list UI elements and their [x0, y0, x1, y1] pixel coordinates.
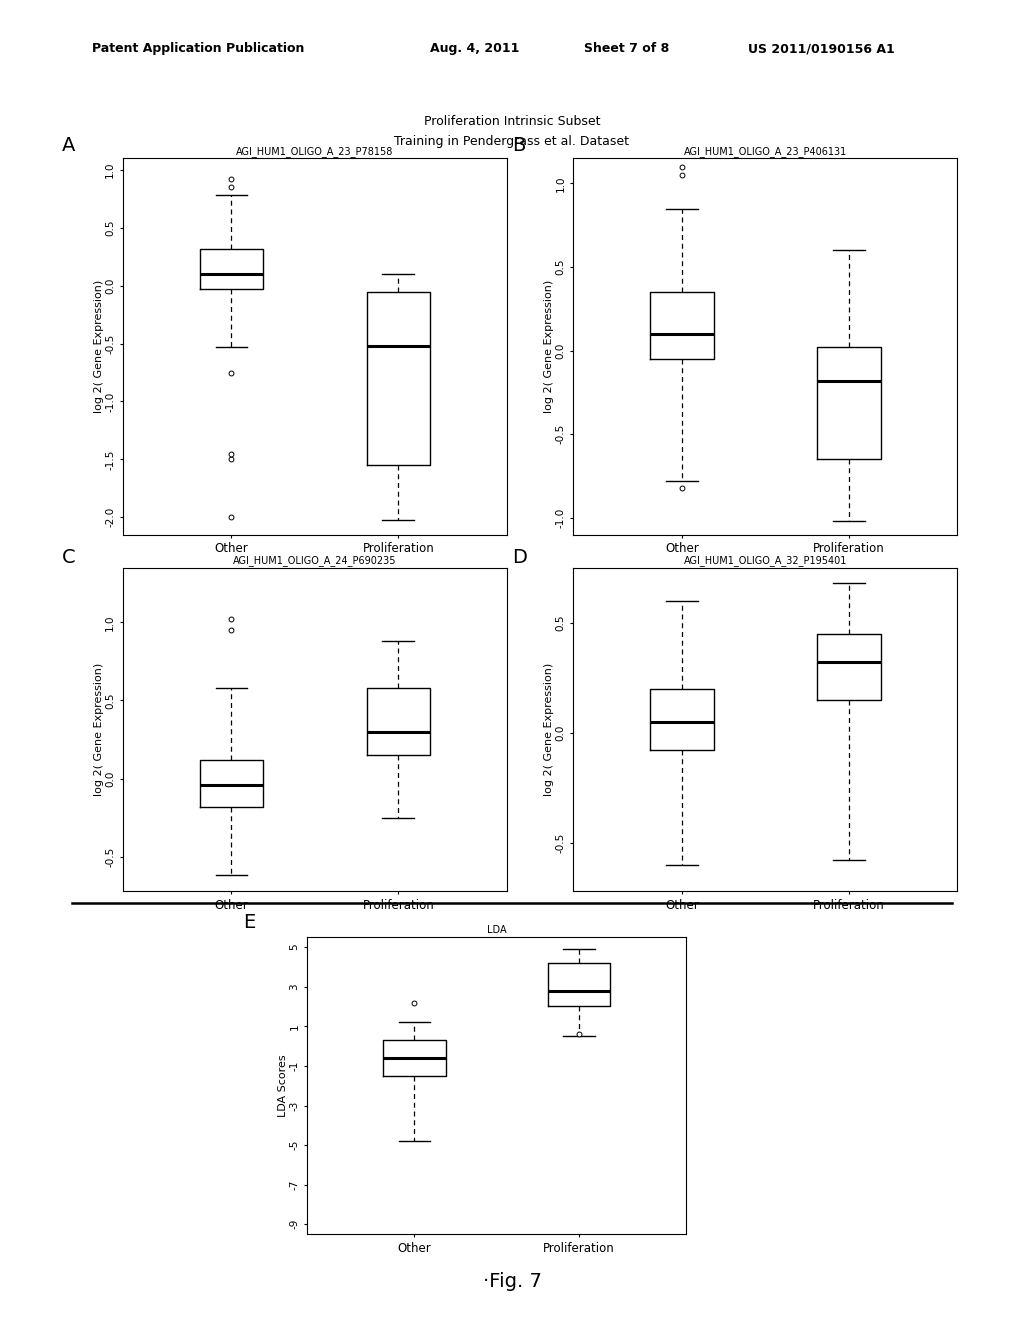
Title: AGI_HUM1_OLIGO_A_23_P78158: AGI_HUM1_OLIGO_A_23_P78158: [237, 147, 393, 157]
Text: E: E: [243, 913, 255, 932]
Text: C: C: [61, 548, 75, 568]
Y-axis label: log 2( Gene Expression): log 2( Gene Expression): [94, 280, 103, 413]
Text: B: B: [512, 136, 525, 154]
Text: ·Fig. 7: ·Fig. 7: [482, 1272, 542, 1291]
Title: AGI_HUM1_OLIGO_A_24_P690235: AGI_HUM1_OLIGO_A_24_P690235: [233, 556, 396, 566]
Y-axis label: log 2( Gene Expression): log 2( Gene Expression): [545, 280, 554, 413]
Text: US 2011/0190156 A1: US 2011/0190156 A1: [748, 42, 894, 55]
Text: A: A: [61, 136, 75, 154]
Y-axis label: LDA Scores: LDA Scores: [279, 1055, 288, 1117]
Title: AGI_HUM1_OLIGO_A_23_P406131: AGI_HUM1_OLIGO_A_23_P406131: [684, 147, 847, 157]
Text: Patent Application Publication: Patent Application Publication: [92, 42, 304, 55]
Text: Training in Pendergrass et al. Dataset: Training in Pendergrass et al. Dataset: [394, 135, 630, 148]
Text: Aug. 4, 2011: Aug. 4, 2011: [430, 42, 519, 55]
Text: Proliferation Intrinsic Subset: Proliferation Intrinsic Subset: [424, 115, 600, 128]
Text: D: D: [512, 548, 527, 568]
Text: Sheet 7 of 8: Sheet 7 of 8: [584, 42, 669, 55]
Title: LDA: LDA: [486, 925, 507, 935]
Title: AGI_HUM1_OLIGO_A_32_P195401: AGI_HUM1_OLIGO_A_32_P195401: [684, 556, 847, 566]
Y-axis label: log 2( Gene Expression): log 2( Gene Expression): [545, 663, 554, 796]
Y-axis label: log 2( Gene Expression): log 2( Gene Expression): [94, 663, 103, 796]
